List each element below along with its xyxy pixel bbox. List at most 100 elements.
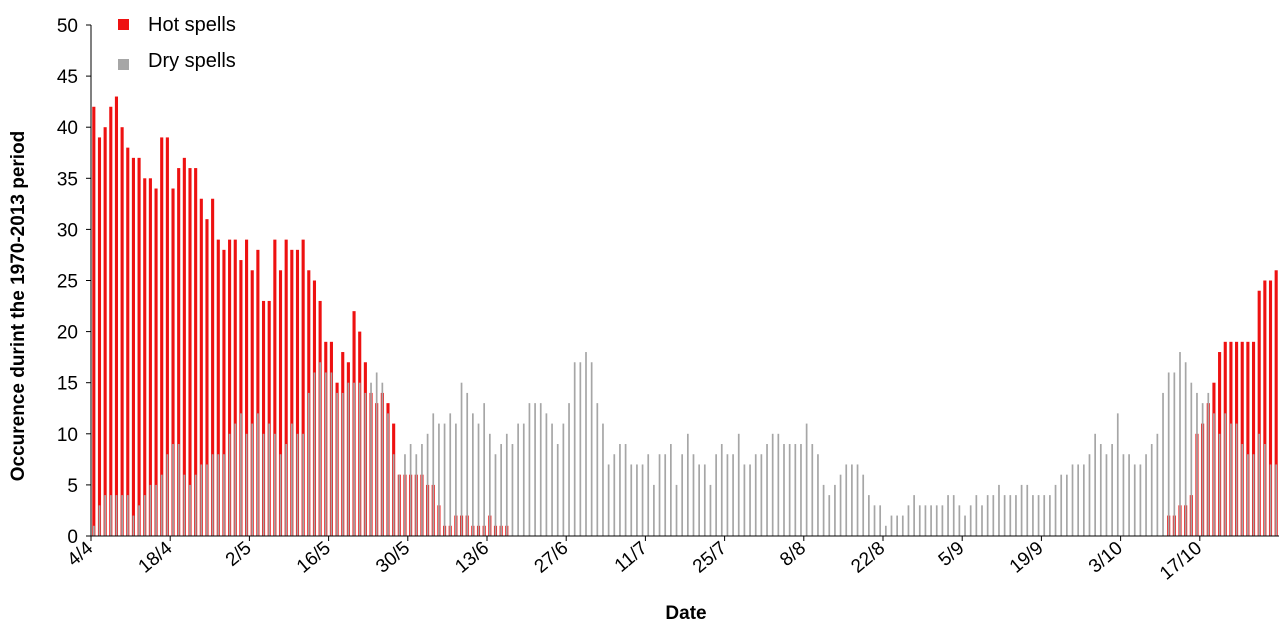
dry-spell-bar <box>720 444 723 536</box>
dry-spell-bar <box>539 403 542 536</box>
hot-spell-bar <box>239 260 243 536</box>
dry-spell-bar <box>1026 484 1029 536</box>
dry-spell-bar <box>681 454 684 536</box>
dry-spell-bar <box>624 444 627 536</box>
hot-spell-bar <box>131 157 135 537</box>
dry-spell-bar <box>155 484 157 536</box>
hot-spell-bar <box>233 239 237 536</box>
dry-spell-bar <box>194 474 197 536</box>
dry-spell-bar <box>1139 464 1142 536</box>
dry-spell-bar <box>868 495 870 536</box>
hot-spell-bar <box>1240 341 1244 536</box>
dry-spell-bar <box>1145 454 1147 536</box>
hot-spell-bar <box>148 178 152 537</box>
dry-spell-bar <box>828 495 831 536</box>
x-tick-label: 5/9 <box>935 538 969 571</box>
dry-spell-bar <box>132 515 135 536</box>
dry-spell-bar <box>817 454 819 536</box>
dry-spell-bar <box>426 433 429 536</box>
dry-spell-bar <box>664 454 667 536</box>
x-tick-label: 22/8 <box>847 538 889 578</box>
dry-spell-bar <box>336 392 338 536</box>
dry-spell-bar <box>658 454 661 536</box>
x-tick-label: 2/5 <box>222 538 256 571</box>
hot-spell-bar <box>228 239 232 536</box>
dry-spell-bar <box>907 505 910 536</box>
dry-spell-bar <box>1133 464 1136 536</box>
dry-spell-bar <box>839 474 842 536</box>
dry-spell-bar <box>992 495 995 536</box>
dry-spell-bar <box>488 433 491 536</box>
dry-spell-bar <box>630 464 633 536</box>
dry-spell-bar <box>777 433 780 536</box>
y-tick-label: 40 <box>57 118 78 139</box>
dry-spell-bar <box>466 392 469 536</box>
hot-spell-bar <box>171 188 175 536</box>
dry-spell-bar <box>1037 495 1040 536</box>
dry-spell-bar <box>341 392 344 536</box>
y-tick-label: 35 <box>57 169 78 190</box>
dry-spell-bar <box>822 484 825 536</box>
dry-spell-bar <box>607 464 610 536</box>
dry-spell-bar <box>675 484 678 536</box>
hot-spell-bar <box>165 137 169 537</box>
dry-spell-bar <box>483 403 486 536</box>
dry-spell-bar <box>1009 495 1012 536</box>
hot-spell-bar <box>295 249 300 536</box>
dry-spell-bar <box>449 413 452 536</box>
dry-spell-bar <box>641 464 644 536</box>
dry-spell-bar <box>952 495 955 536</box>
hot-spell-bar <box>284 239 288 536</box>
y-tick-label: 45 <box>57 67 78 88</box>
dry-spell-bar <box>692 454 695 536</box>
dry-spell-bar <box>1054 484 1057 536</box>
dry-spell-bar <box>879 505 882 536</box>
dry-spell-bar <box>590 362 593 536</box>
hot-spell-bar <box>137 157 141 537</box>
y-tick-label: 0 <box>67 527 78 548</box>
dry-spell-bar <box>92 525 95 536</box>
dry-spell-bar <box>528 403 531 536</box>
dry-spell-bar <box>1207 392 1210 536</box>
dry-spell-bar <box>160 474 163 536</box>
dry-spell-bar <box>1213 413 1215 536</box>
hot-spell-bar <box>1251 341 1256 536</box>
x-tick-label: 17/10 <box>1156 538 1206 585</box>
dry-spell-bar <box>324 372 327 536</box>
dry-spell-bar <box>505 433 508 536</box>
dry-spell-bar <box>183 474 186 536</box>
dry-spell-bar <box>517 423 519 536</box>
dry-spell-bar <box>958 505 961 536</box>
legend-swatch-dry-spells <box>118 59 129 70</box>
x-tick-label: 3/10 <box>1085 538 1127 578</box>
hot-spell-bar <box>177 168 181 536</box>
dry-spell-bar <box>143 495 146 536</box>
y-axis-ticks: 0 5 10 15 20 25 30 35 40 45 50 <box>57 16 91 548</box>
dry-spell-bar <box>788 444 791 536</box>
dry-spell-bar <box>375 372 378 536</box>
dry-spell-bar <box>1269 464 1272 536</box>
dry-spell-bar <box>500 444 502 536</box>
hot-spell-bar <box>1246 341 1250 536</box>
dry-spell-bar <box>1167 372 1170 536</box>
dry-spell-bar <box>670 444 672 536</box>
dry-spell-bar <box>138 505 140 536</box>
dry-spell-bar <box>370 382 372 536</box>
dry-spell-bar <box>794 444 797 536</box>
x-tick-label: 25/7 <box>689 538 731 578</box>
x-tick-label: 30/5 <box>372 538 414 578</box>
x-tick-label: 16/5 <box>293 538 335 578</box>
dry-spell-bar <box>1252 454 1255 536</box>
dry-spell-bar <box>1099 444 1102 536</box>
dry-spell-bar <box>290 423 293 536</box>
dry-spell-bar <box>884 525 887 536</box>
dry-spell-bar <box>975 495 978 536</box>
dry-spell-bar <box>771 433 774 536</box>
hot-spell-bar <box>267 300 271 536</box>
dry-spell-bar <box>851 464 853 536</box>
dry-spell-bar <box>296 433 299 536</box>
dry-spell-bar <box>109 495 112 536</box>
dry-spell-bar <box>856 464 859 536</box>
dry-spell-bar <box>126 495 129 536</box>
